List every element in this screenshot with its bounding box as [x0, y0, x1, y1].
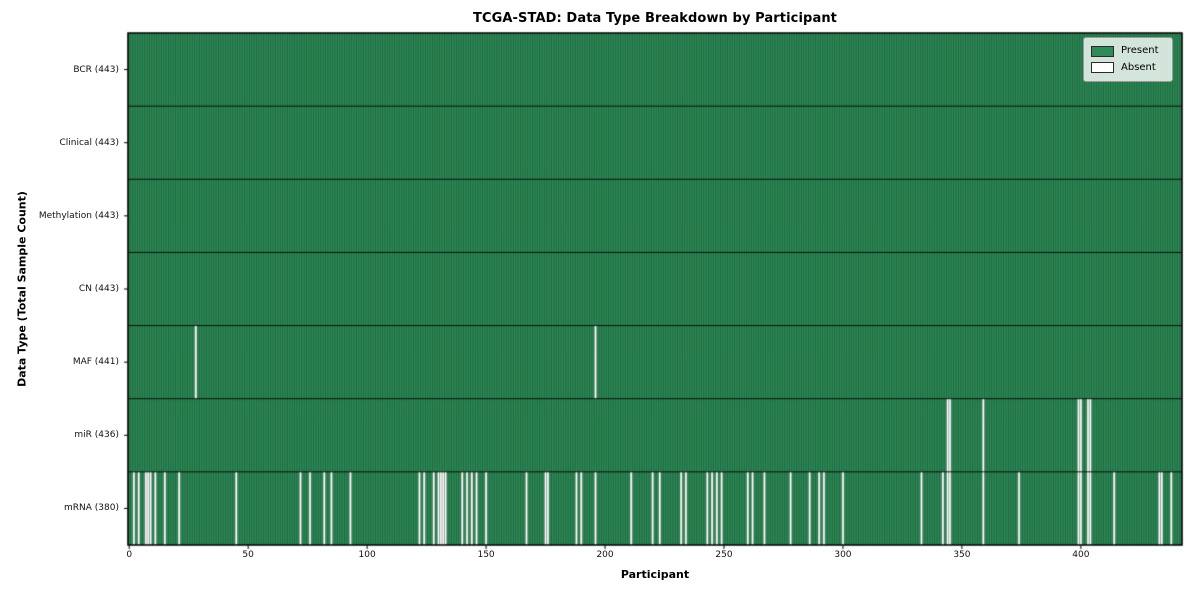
x-tick-label: 0 — [126, 550, 133, 560]
chart-title: TCGA-STAD: Data Type Breakdown by Partic… — [473, 11, 837, 26]
y-tick-label-miR: miR (436) — [74, 430, 119, 441]
legend-swatch-present — [1091, 45, 1114, 57]
x-tick-label: 400 — [1072, 550, 1090, 560]
x-tick-label: 350 — [953, 550, 971, 560]
x-tick-label: 250 — [715, 550, 733, 560]
x-tick-label: 150 — [477, 550, 495, 560]
legend-label-absent: Absent — [1121, 61, 1156, 73]
y-tick-label-Methylation: Methylation (443) — [38, 210, 119, 221]
legend-label-present: Present — [1121, 45, 1159, 57]
x-axis-label: Participant — [620, 568, 690, 581]
legend-item-present: Present — [1091, 45, 1165, 57]
x-tick-label: 50 — [242, 550, 254, 560]
y-tick-label-mRNA: mRNA (380) — [64, 503, 119, 514]
x-tick-label: 100 — [358, 550, 376, 560]
legend-item-absent: Absent — [1091, 61, 1165, 74]
x-tick-label: 300 — [834, 550, 852, 560]
y-tick-label-CN: CN (443) — [78, 284, 119, 294]
legend: Present Absent — [1083, 37, 1173, 82]
y-tick-label-BCR: BCR (443) — [73, 64, 119, 75]
legend-swatch-absent — [1091, 62, 1114, 74]
x-tick-label: 200 — [596, 550, 614, 560]
y-tick-label-MAF: MAF (441) — [72, 357, 119, 368]
y-tick-label-Clinical: Clinical (443) — [59, 137, 119, 148]
